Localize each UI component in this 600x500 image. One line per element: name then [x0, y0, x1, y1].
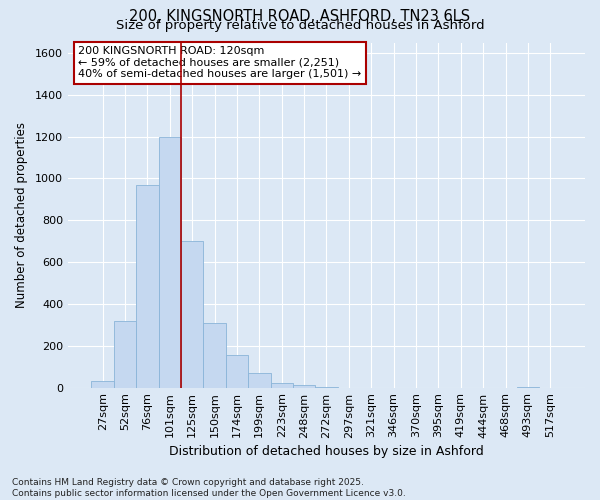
Bar	[226, 355, 248, 388]
Bar	[136, 184, 158, 388]
Bar	[158, 136, 181, 388]
Bar	[315, 387, 338, 388]
Text: Contains HM Land Registry data © Crown copyright and database right 2025.
Contai: Contains HM Land Registry data © Crown c…	[12, 478, 406, 498]
Bar	[271, 384, 293, 388]
Bar	[203, 322, 226, 388]
Bar	[91, 382, 114, 388]
Text: 200, KINGSNORTH ROAD, ASHFORD, TN23 6LS: 200, KINGSNORTH ROAD, ASHFORD, TN23 6LS	[130, 9, 470, 24]
Text: 200 KINGSNORTH ROAD: 120sqm
← 59% of detached houses are smaller (2,251)
40% of : 200 KINGSNORTH ROAD: 120sqm ← 59% of det…	[78, 46, 362, 79]
Bar	[181, 241, 203, 388]
Bar	[293, 386, 315, 388]
Bar	[114, 320, 136, 388]
Y-axis label: Number of detached properties: Number of detached properties	[15, 122, 28, 308]
X-axis label: Distribution of detached houses by size in Ashford: Distribution of detached houses by size …	[169, 444, 484, 458]
Text: Size of property relative to detached houses in Ashford: Size of property relative to detached ho…	[116, 18, 484, 32]
Bar	[248, 373, 271, 388]
Bar	[517, 386, 539, 388]
